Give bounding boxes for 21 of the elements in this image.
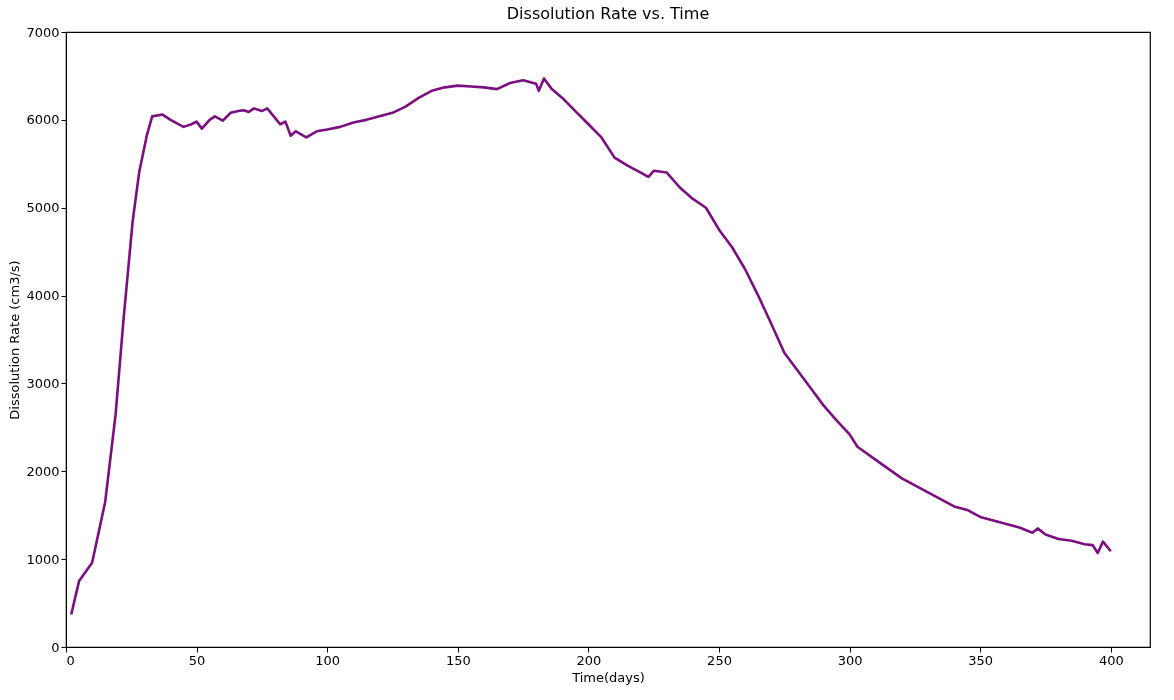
- x-tick-label: 50: [188, 652, 206, 668]
- y-axis-title: Dissolution Rate (cm3/s): [7, 260, 23, 420]
- x-tick-label: 200: [576, 652, 602, 668]
- x-tick-label: 0: [66, 652, 75, 668]
- y-tick-label: 2000: [26, 463, 60, 479]
- y-tick-label: 0: [51, 639, 60, 655]
- y-tick-label: 6000: [26, 112, 60, 128]
- chart-title: Dissolution Rate vs. Time: [506, 4, 710, 23]
- line-series: [69, 77, 1113, 616]
- y-tick-label: 5000: [26, 200, 60, 216]
- x-tick-label: 400: [1098, 652, 1124, 668]
- y-tick-label: 3000: [26, 375, 60, 391]
- x-tick-label: 350: [968, 652, 994, 668]
- x-tick-label: 100: [315, 652, 341, 668]
- y-tick-label: 4000: [26, 288, 60, 304]
- x-tick-label: 150: [445, 652, 471, 668]
- y-tick-label: 7000: [26, 24, 60, 40]
- x-tick-label: 300: [837, 652, 863, 668]
- x-tick-label: 250: [707, 652, 732, 668]
- y-tick-label: 1000: [26, 551, 60, 567]
- x-axis-title: Time(days): [571, 669, 645, 685]
